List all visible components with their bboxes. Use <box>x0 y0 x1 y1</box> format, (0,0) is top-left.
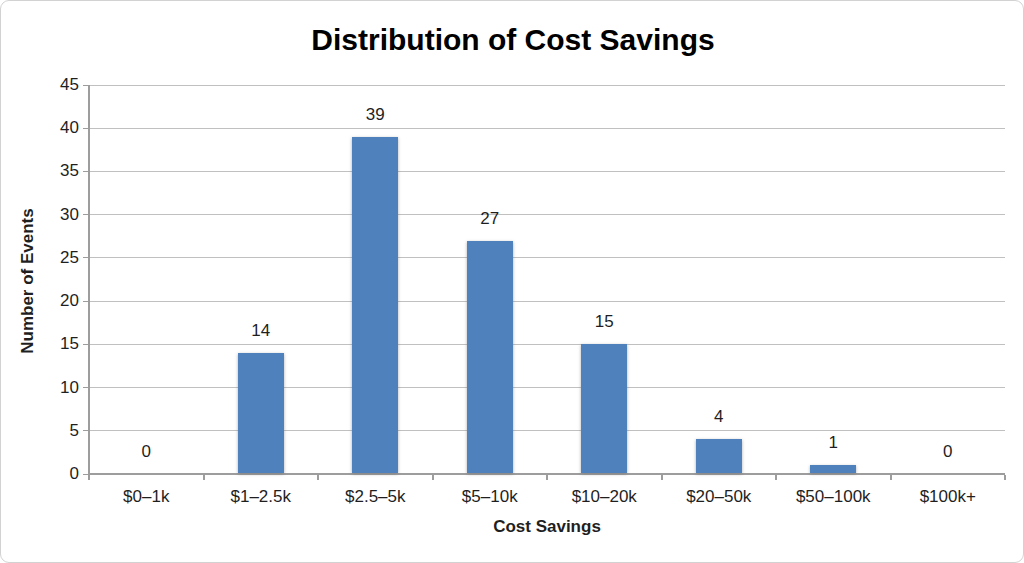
y-tick-label: 20 <box>29 291 79 311</box>
x-tick-label: $10–20k <box>547 487 662 507</box>
y-tick-label: 0 <box>29 464 79 484</box>
gridline <box>90 301 1005 302</box>
x-tick-mark <box>661 475 663 480</box>
y-tick-label: 15 <box>29 334 79 354</box>
gridline <box>90 171 1005 172</box>
x-tick-mark <box>203 475 205 480</box>
bar-value-label: 15 <box>564 312 644 332</box>
bar <box>696 439 742 473</box>
y-tick-mark <box>83 344 88 345</box>
y-tick-mark <box>83 257 88 258</box>
gridline <box>90 257 1005 258</box>
y-tick-label: 45 <box>29 75 79 95</box>
bar-value-label: 1 <box>793 433 873 453</box>
x-tick-mark <box>317 475 319 480</box>
x-tick-label: $20–50k <box>662 487 777 507</box>
gridline <box>90 387 1005 388</box>
y-tick-label: 30 <box>29 205 79 225</box>
y-axis-title: Number of Events <box>18 87 40 475</box>
chart-title: Distribution of Cost Savings <box>1 23 1024 57</box>
y-tick-mark <box>83 387 88 388</box>
bar-value-label: 14 <box>221 321 301 341</box>
y-tick-label: 25 <box>29 248 79 268</box>
bar-value-label: 0 <box>908 442 988 462</box>
x-tick-label: $50–100k <box>776 487 891 507</box>
y-tick-mark <box>83 214 88 215</box>
gridline <box>90 430 1005 431</box>
gridline <box>90 85 1005 86</box>
x-tick-label: $1–2.5k <box>204 487 319 507</box>
chart-frame: Distribution of Cost Savings Number of E… <box>0 0 1024 563</box>
y-tick-label: 40 <box>29 118 79 138</box>
y-tick-label: 5 <box>29 421 79 441</box>
x-tick-label: $100k+ <box>891 487 1006 507</box>
gridline <box>90 128 1005 129</box>
bar-value-label: 39 <box>335 105 415 125</box>
bar <box>467 241 513 473</box>
bar <box>810 465 856 473</box>
bar-value-label: 0 <box>106 442 186 462</box>
y-tick-mark <box>83 85 88 86</box>
y-tick-label: 35 <box>29 161 79 181</box>
x-tick-mark <box>88 475 90 480</box>
bar-value-label: 4 <box>679 407 759 427</box>
x-axis-title: Cost Savings <box>89 517 1005 537</box>
x-tick-mark <box>1004 475 1006 480</box>
x-tick-mark <box>432 475 434 480</box>
gridline <box>90 344 1005 345</box>
y-tick-mark <box>83 171 88 172</box>
y-tick-label: 10 <box>29 378 79 398</box>
y-tick-mark <box>83 128 88 129</box>
bar <box>581 344 627 473</box>
x-tick-label: $0–1k <box>89 487 204 507</box>
x-tick-label: $5–10k <box>433 487 548 507</box>
x-tick-mark <box>775 475 777 480</box>
y-axis-line <box>88 85 90 475</box>
y-tick-mark <box>83 301 88 302</box>
x-tick-label: $2.5–5k <box>318 487 433 507</box>
x-tick-mark <box>546 475 548 480</box>
bar-value-label: 27 <box>450 209 530 229</box>
bar <box>352 137 398 473</box>
y-tick-mark <box>83 430 88 431</box>
bar <box>238 353 284 473</box>
gridline <box>90 214 1005 215</box>
x-tick-mark <box>890 475 892 480</box>
